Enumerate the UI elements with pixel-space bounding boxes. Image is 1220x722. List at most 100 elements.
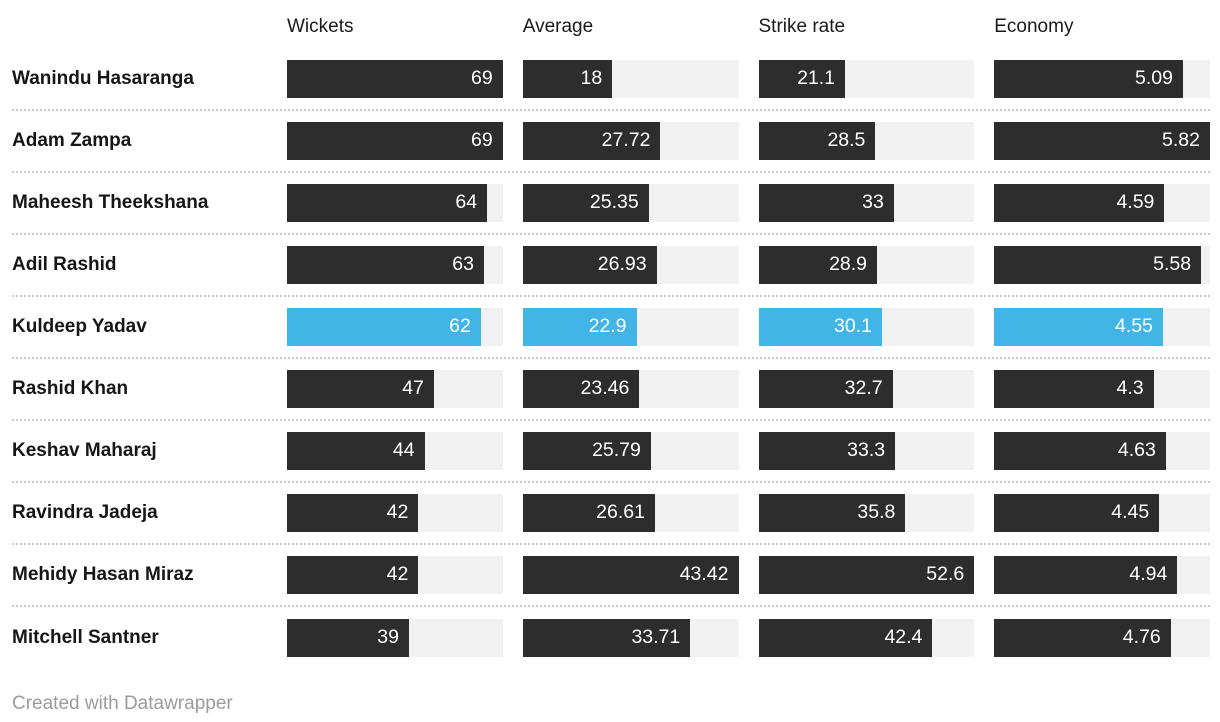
bar-value-label: 33.3: [847, 439, 886, 462]
bar-strike-rate: 21.1: [758, 60, 846, 98]
bar-value-label: 33: [862, 191, 884, 214]
bar-average: 33.71: [522, 619, 691, 657]
bar-value-label: 4.55: [1114, 315, 1153, 338]
bar-value-label: 43.42: [679, 563, 729, 586]
bar-track-strike-rate: 28.5: [758, 122, 975, 160]
bar-track-wickets: 42: [287, 556, 503, 594]
bar-economy: 4.63: [994, 432, 1166, 470]
bar-track-wickets: 39: [287, 619, 503, 657]
bar-track-economy: 5.82: [994, 122, 1210, 160]
bar-value-label: 21.1: [797, 67, 836, 90]
bar-track-wickets: 69: [287, 122, 503, 160]
bar-economy: 4.3: [994, 370, 1154, 408]
bar-average: 43.42: [522, 556, 739, 594]
bar-strike-rate: 52.6: [758, 556, 975, 594]
bar-value-label: 42: [386, 563, 409, 586]
bar-track-strike-rate: 52.6: [758, 556, 975, 594]
bar-wickets: 63: [287, 246, 484, 284]
bar-track-strike-rate: 33.3: [758, 432, 975, 470]
bar-track-wickets: 64: [287, 184, 503, 222]
datawrapper-credit[interactable]: Created with Datawrapper: [12, 693, 233, 714]
bar-track-average: 33.71: [522, 619, 739, 657]
bar-economy: 4.59: [994, 184, 1165, 222]
bar-value-label: 42.4: [884, 626, 923, 649]
bar-wickets: 47: [287, 370, 434, 408]
bar-value-label: 5.09: [1134, 67, 1173, 90]
bar-track-economy: 4.76: [994, 619, 1210, 657]
bar-track-wickets: 42: [287, 494, 503, 532]
bar-track-strike-rate: 33: [758, 184, 975, 222]
bar-value-label: 26.61: [596, 501, 645, 524]
bar-strike-rate: 28.5: [758, 122, 876, 160]
bar-average: 22.9: [522, 308, 637, 346]
bar-value-label: 35.8: [857, 501, 896, 524]
bar-track-economy: 5.58: [994, 246, 1210, 284]
bar-strike-rate: 32.7: [758, 370, 893, 408]
bar-economy: 4.76: [994, 619, 1171, 657]
table-row: Mehidy Hasan Miraz 42 43.42 52.6 4.94: [12, 545, 1210, 607]
bar-economy: 5.09: [994, 60, 1183, 98]
bar-economy: 4.55: [994, 308, 1163, 346]
bar-average: 27.72: [522, 122, 661, 160]
column-header-economy: Economy: [994, 16, 1074, 37]
bar-wickets: 39: [287, 619, 409, 657]
bar-track-economy: 4.55: [994, 308, 1210, 346]
bar-track-average: 25.35: [522, 184, 739, 222]
rows-container: Wanindu Hasaranga 69 18 21.1 5.09 Adam Zampa 6…: [12, 49, 1210, 669]
bar-value-label: 42: [386, 501, 409, 524]
bar-track-economy: 4.59: [994, 184, 1210, 222]
bar-value-label: 25.35: [589, 191, 639, 214]
bar-value-label: 4.63: [1117, 439, 1156, 462]
column-header-wickets: Wickets: [287, 16, 354, 37]
bar-value-label: 4.59: [1116, 191, 1155, 214]
bar-strike-rate: 30.1: [758, 308, 882, 346]
bar-value-label: 4.3: [1116, 377, 1144, 400]
player-name: Ravindra Jadeja: [12, 502, 158, 523]
player-name: Wanindu Hasaranga: [12, 68, 194, 89]
bar-value-label: 22.9: [588, 315, 627, 338]
bar-wickets: 69: [287, 122, 503, 160]
table-row: Adam Zampa 69 27.72 28.5 5.82: [12, 111, 1210, 173]
bar-economy: 4.94: [994, 556, 1178, 594]
table-row: Wanindu Hasaranga 69 18 21.1 5.09: [12, 49, 1210, 111]
column-header-strike-rate: Strike rate: [758, 16, 846, 37]
bar-track-economy: 4.63: [994, 432, 1210, 470]
bar-value-label: 26.93: [597, 253, 647, 276]
bar-average: 18: [522, 60, 613, 98]
bar-track-average: 43.42: [522, 556, 739, 594]
bar-average: 26.61: [522, 494, 655, 532]
table-row: Adil Rashid 63 26.93 28.9 5.58: [12, 235, 1210, 297]
bar-value-label: 39: [377, 626, 399, 649]
bar-track-strike-rate: 30.1: [758, 308, 975, 346]
bar-strike-rate: 42.4: [758, 619, 933, 657]
bar-economy: 5.82: [994, 122, 1210, 160]
player-name: Maheesh Theekshana: [12, 192, 209, 213]
bar-track-average: 23.46: [522, 370, 739, 408]
bar-track-strike-rate: 28.9: [758, 246, 975, 284]
bar-track-average: 22.9: [522, 308, 739, 346]
bar-track-average: 18: [522, 60, 739, 98]
bar-track-average: 26.61: [522, 494, 739, 532]
bar-value-label: 33.71: [631, 626, 681, 649]
bar-track-strike-rate: 32.7: [758, 370, 975, 408]
bar-value-label: 69: [471, 67, 493, 90]
bar-track-strike-rate: 21.1: [758, 60, 975, 98]
bar-track-strike-rate: 42.4: [758, 619, 975, 657]
player-name: Rashid Khan: [12, 378, 129, 399]
bar-average: 25.79: [522, 432, 651, 470]
bar-wickets: 42: [287, 494, 419, 532]
bar-value-label: 23.46: [580, 377, 630, 400]
bar-value-label: 5.82: [1162, 129, 1200, 152]
bar-track-economy: 5.09: [994, 60, 1210, 98]
bar-wickets: 69: [287, 60, 503, 98]
bar-average: 25.35: [522, 184, 649, 222]
bar-strike-rate: 33.3: [758, 432, 896, 470]
bar-value-label: 18: [580, 67, 603, 90]
bar-track-wickets: 63: [287, 246, 503, 284]
bar-value-label: 4.45: [1111, 501, 1150, 524]
bar-value-label: 47: [402, 377, 424, 400]
bar-wickets: 42: [287, 556, 419, 594]
bar-track-wickets: 47: [287, 370, 503, 408]
bar-economy: 5.58: [994, 246, 1202, 284]
